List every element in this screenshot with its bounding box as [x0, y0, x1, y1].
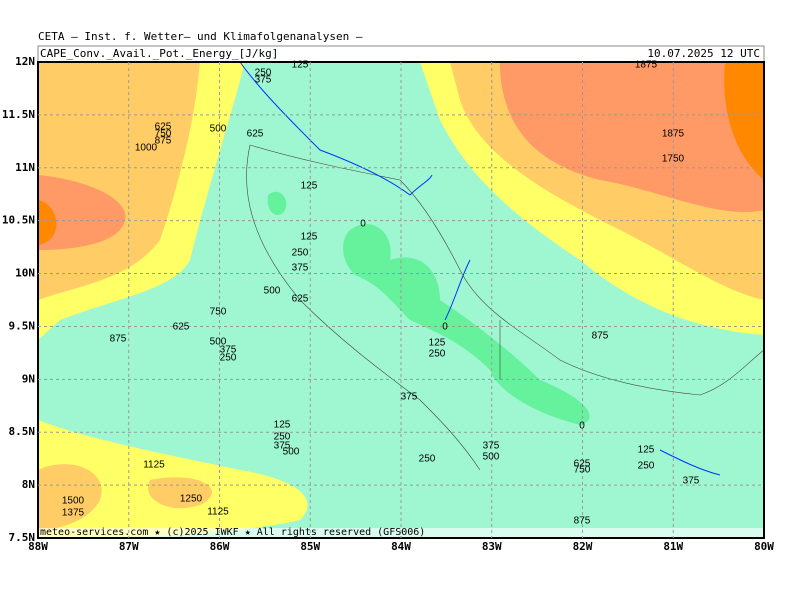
contour-label: 375 — [220, 345, 237, 356]
contour-label: 750 — [155, 129, 172, 140]
contour-label: 625 — [173, 322, 190, 333]
contour-label: 875 — [574, 516, 591, 527]
contour-label: 125 — [638, 445, 655, 456]
lat-label: 8.5N — [9, 425, 36, 438]
contour-label: 1125 — [207, 507, 229, 518]
contour-label: 500 — [264, 286, 281, 297]
contour-label: 1875 — [635, 60, 658, 71]
contour-label: 375 — [292, 263, 309, 274]
title: CETA — Inst. f. Wetter— und Klimafolgena… — [38, 30, 363, 43]
contour-label: 1000 — [135, 143, 158, 154]
contour-label: 875 — [110, 334, 127, 345]
contour-label: 1375 — [62, 508, 85, 519]
lat-label: 7.5N — [9, 531, 36, 544]
valid-time: 10.07.2025 12 UTC — [647, 47, 760, 60]
lon-label: 85W — [300, 540, 320, 553]
contour-label: 1750 — [662, 154, 685, 165]
contour-label: 1500 — [62, 496, 85, 507]
contour-label: 875 — [155, 136, 172, 147]
lat-label: 10.5N — [2, 214, 35, 227]
contour-label: 500 — [210, 124, 227, 135]
contour-label: 375 — [401, 392, 418, 403]
lat-label: 12N — [15, 55, 35, 68]
contour-label: 500 — [483, 452, 500, 463]
contour-label: 125 — [301, 181, 318, 192]
lon-label: 87W — [119, 540, 139, 553]
lon-label: 88W — [28, 540, 48, 553]
contour-label: 125 — [301, 232, 318, 243]
lon-label: 80W — [754, 540, 774, 553]
contour-label: 500 — [210, 337, 227, 348]
lon-label: 84W — [391, 540, 411, 553]
contour-label: 250 — [220, 353, 237, 364]
lon-label: 83W — [482, 540, 502, 553]
lat-label: 9N — [22, 372, 35, 385]
contour-label: 375 — [683, 476, 700, 487]
contour-label: 750 — [574, 465, 591, 476]
contour-label: 750 — [210, 307, 227, 318]
contour-label: 250 — [274, 432, 291, 443]
contour-label: 250 — [255, 68, 272, 79]
contour-label: 1875 — [662, 129, 685, 140]
contour-label: 625 — [247, 129, 264, 140]
lat-label: 10N — [15, 267, 35, 280]
field-name: CAPE_Conv._Avail._Pot._Energy_[J/kg] — [40, 47, 278, 60]
footer-credit: meteo-services.com ★ (c)2025 IWKF ★ All … — [40, 527, 425, 538]
contour-label: 250 — [419, 454, 436, 465]
contour-label: 250 — [292, 248, 309, 259]
lat-label: 11N — [15, 161, 35, 174]
contour-label: 250 — [429, 349, 446, 360]
lon-label: 86W — [210, 540, 230, 553]
contour-label: 125 — [274, 420, 291, 431]
contour-label: 625 — [292, 294, 309, 305]
contour-label: 875 — [592, 331, 609, 342]
contour-label: 0 — [442, 322, 448, 333]
lat-label: 8N — [22, 478, 35, 491]
contour-label: 375 — [483, 441, 500, 452]
contour-label: 500 — [283, 447, 300, 458]
contour-label: 250 — [638, 461, 655, 472]
contour-label: 1250 — [180, 494, 203, 505]
contour-label: 625 — [155, 122, 172, 133]
contour-label: 0 — [360, 219, 366, 230]
contour-label: 0 — [579, 421, 585, 432]
lat-label: 9.5N — [9, 319, 36, 332]
map-fields — [38, 62, 764, 538]
lat-label: 11.5N — [2, 108, 35, 121]
contour-label: 625 — [574, 459, 591, 470]
contour-label: 375 — [255, 75, 272, 86]
contour-label: 125 — [429, 338, 446, 349]
lon-label: 82W — [573, 540, 593, 553]
contour-label: 375 — [274, 441, 291, 452]
contour-label: 1125 — [143, 460, 165, 471]
lon-label: 81W — [663, 540, 683, 553]
contour-label: 125 — [292, 60, 309, 71]
